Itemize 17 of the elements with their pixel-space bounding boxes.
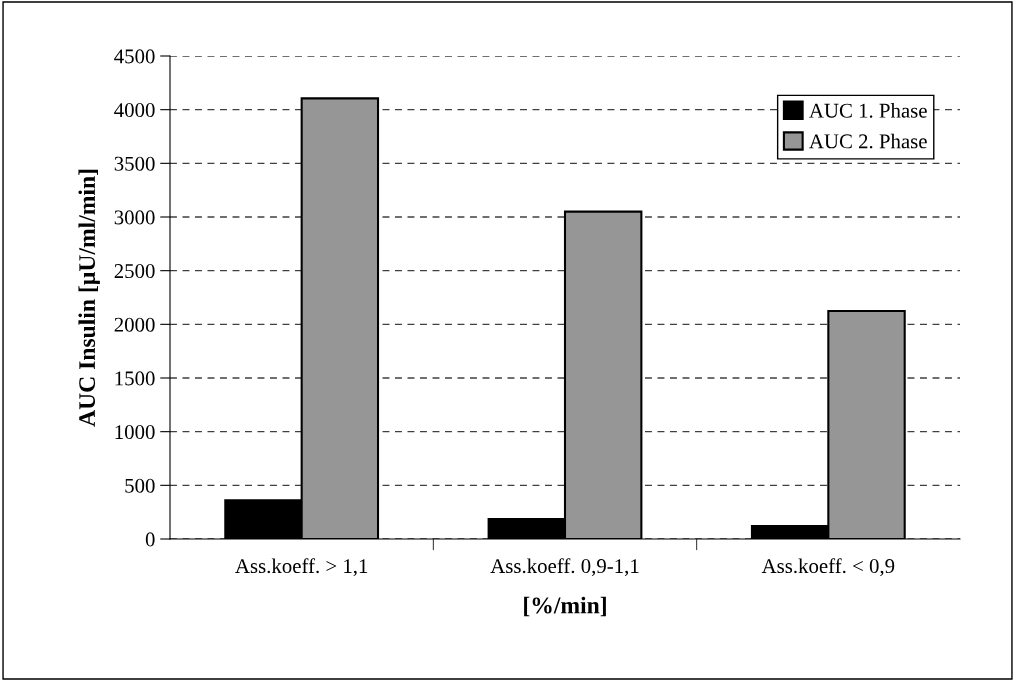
legend-label: AUC 1. Phase: [809, 103, 927, 118]
x-axis-title: [%/min]: [524, 596, 606, 617]
y-tick-label: 4000: [114, 103, 155, 118]
y-tick-label: 3500: [114, 156, 155, 171]
y-tick-label: 2000: [114, 317, 155, 332]
y-tick-label: 3000: [114, 210, 155, 225]
y-axis-title: AUC Insulin [µU/ml/min]: [78, 169, 100, 427]
y-tick-label: 1500: [115, 371, 155, 386]
legend-label: AUC 2. Phase: [809, 133, 927, 149]
x-tick-label: Ass.koeff. 0,9-1,1: [490, 558, 639, 577]
x-tick-label: Ass.koeff. < 0,9: [761, 558, 895, 577]
x-tick-label: Ass.koeff. > 1,1: [235, 558, 368, 577]
y-tick-label: 0: [145, 532, 155, 547]
y-tick-label: 1000: [115, 425, 155, 440]
y-tick-label: 500: [125, 478, 155, 493]
y-tick-label: 4500: [114, 49, 155, 64]
y-tick-label: 2500: [114, 264, 155, 279]
